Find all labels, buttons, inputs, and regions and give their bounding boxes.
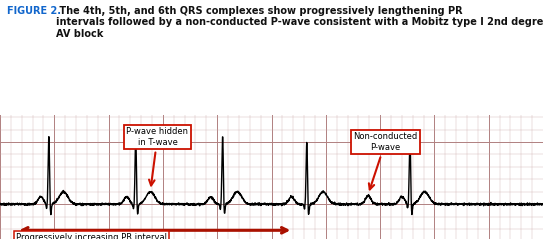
Text: Progressively increasing PR interval: Progressively increasing PR interval [16, 234, 167, 239]
Text: The 4th, 5th, and 6th QRS complexes show progressively lengthening PR
intervals : The 4th, 5th, and 6th QRS complexes show… [56, 6, 543, 39]
Text: P-wave hidden
in T-wave: P-wave hidden in T-wave [127, 127, 188, 185]
Text: FIGURE 2.: FIGURE 2. [7, 6, 60, 16]
Text: Non-conducted
P-wave: Non-conducted P-wave [353, 132, 418, 190]
